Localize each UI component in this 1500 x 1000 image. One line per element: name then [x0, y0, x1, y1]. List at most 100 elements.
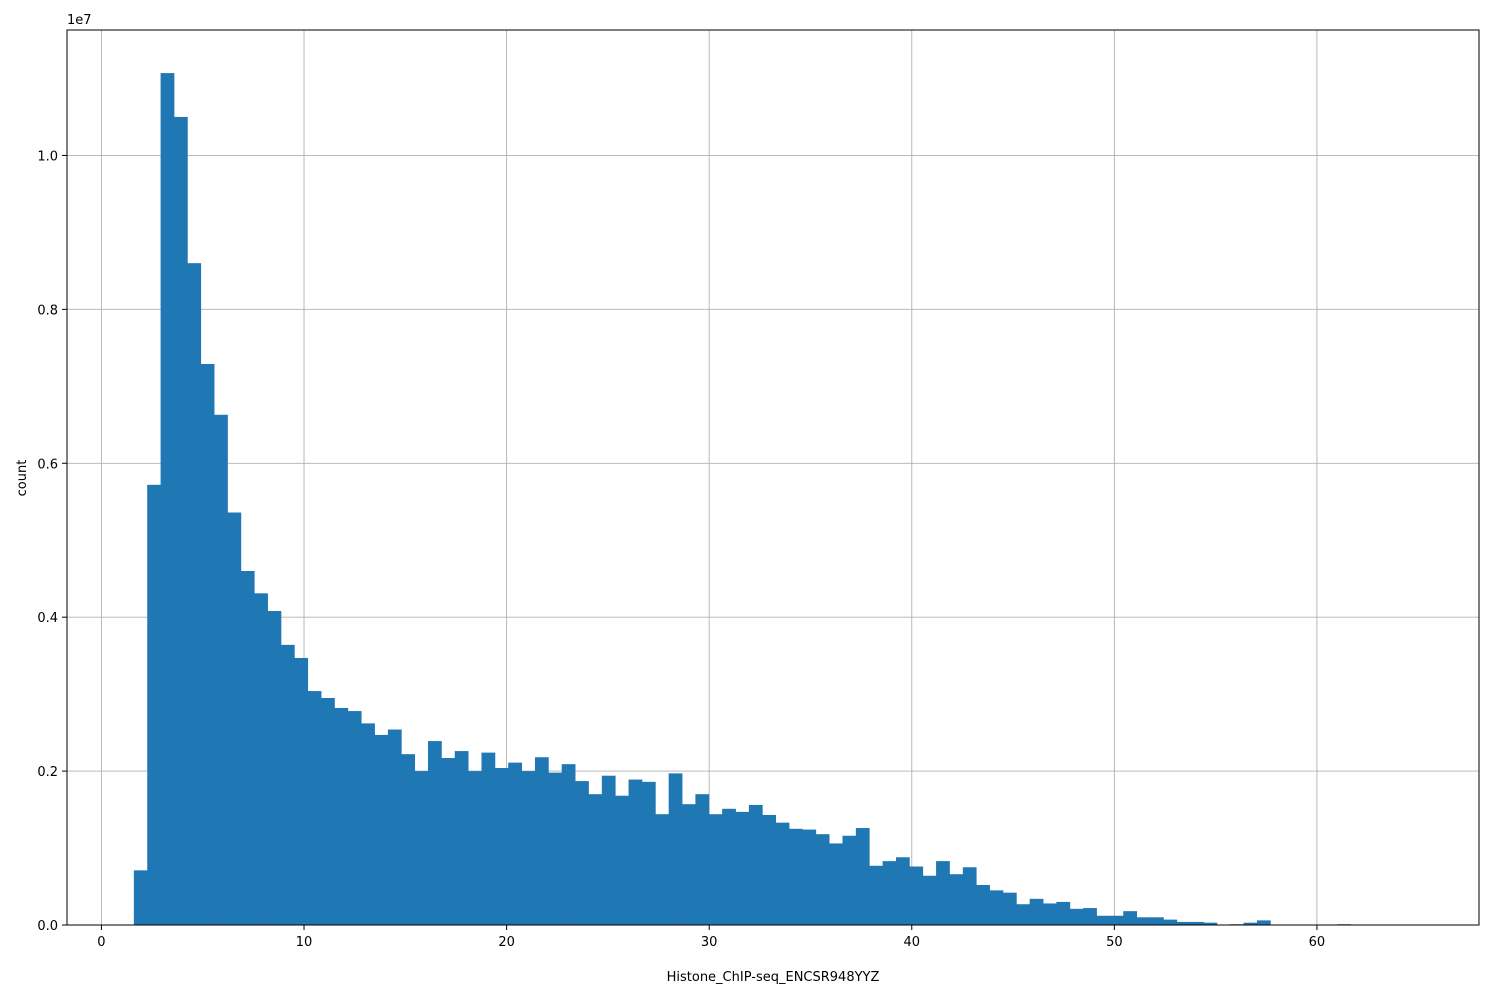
histogram-bar [147, 484, 161, 925]
histogram-bar [922, 875, 937, 925]
histogram-bar [842, 835, 857, 925]
histogram-bar [789, 828, 803, 925]
y-tick-label: 0.4 [37, 611, 58, 626]
axis-ticks: 0102030405060700.00.20.40.60.81.0 [37, 149, 1326, 950]
histogram-bar [869, 865, 883, 925]
histogram-bar [1123, 911, 1138, 925]
histogram-bar [1150, 917, 1164, 925]
y-tick-label: 0.8 [37, 303, 58, 318]
y-tick-label: 0.6 [37, 457, 58, 472]
histogram-bar [1109, 915, 1124, 925]
x-tick-label: 10 [296, 935, 313, 950]
histogram-bar [655, 814, 670, 925]
histogram-bar [521, 771, 536, 925]
histogram-bar [1016, 904, 1031, 925]
histogram-bar [748, 804, 763, 925]
histogram-bar [775, 822, 790, 925]
histogram-bar [815, 834, 830, 925]
histogram-bar [708, 814, 723, 925]
histogram-bar [1083, 908, 1097, 925]
histogram-bar [468, 771, 482, 925]
histogram-bar [735, 811, 750, 925]
histogram-bar [1243, 922, 1258, 925]
histogram-bar [695, 794, 710, 925]
histogram-bar [454, 751, 469, 925]
histogram-bar [347, 711, 362, 925]
histogram-bar [254, 593, 268, 925]
x-tick-label: 60 [1309, 935, 1326, 950]
histogram-bar [374, 734, 389, 925]
histogram-bar [976, 884, 990, 925]
histogram-bar [428, 741, 442, 925]
histogram-bar [588, 794, 603, 925]
x-tick-label: 0 [97, 935, 105, 950]
histogram-bar [548, 772, 563, 925]
histogram-bar [240, 571, 255, 925]
histogram-bar [534, 757, 549, 925]
histogram-bars [133, 73, 1351, 925]
histogram-bar [481, 752, 496, 925]
histogram-bar [1096, 915, 1111, 925]
histogram-bar [173, 116, 188, 925]
histogram-bar [441, 758, 456, 925]
histogram-bar [334, 707, 349, 925]
y-multiplier-label: 1e7 [67, 13, 92, 28]
histogram-bar [1163, 919, 1178, 925]
histogram-bar [280, 644, 295, 925]
histogram-bar [200, 363, 215, 925]
y-tick-label: 0.0 [37, 919, 58, 934]
histogram-bar [1029, 898, 1044, 925]
histogram-bar [909, 866, 924, 925]
x-tick-label: 20 [498, 935, 515, 950]
histogram-bar [1256, 920, 1271, 925]
histogram-bar [628, 779, 643, 925]
histogram-bar [1056, 901, 1071, 925]
histogram-bar [802, 829, 817, 925]
histogram-bar [641, 781, 656, 925]
histogram-bar [855, 828, 870, 925]
histogram-bar [1190, 921, 1204, 925]
plot-frame [66, 29, 1480, 926]
histogram-bar [989, 890, 1004, 925]
histogram-bar [387, 729, 402, 925]
histogram-bar [160, 73, 175, 925]
histogram-bar [762, 814, 777, 925]
x-tick-label: 40 [903, 935, 920, 950]
histogram-bar [307, 691, 322, 925]
histogram-bar [133, 870, 148, 925]
histogram-bar [494, 768, 509, 925]
histogram-bar [1203, 922, 1218, 925]
histogram-bar [214, 414, 228, 925]
histogram-bar [1136, 917, 1151, 925]
histogram-bar [682, 804, 696, 925]
grid [67, 30, 1479, 926]
y-tick-label: 0.2 [37, 765, 58, 780]
histogram-bar [1002, 892, 1017, 925]
histogram-bar [601, 775, 616, 925]
x-tick-label: 30 [701, 935, 718, 950]
histogram-bar [615, 795, 629, 925]
histogram-bar [1069, 908, 1084, 925]
histogram-bar [668, 773, 683, 925]
histogram-bar [895, 857, 910, 925]
x-axis-label: Histone_ChIP-seq_ENCSR948YYZ [667, 970, 880, 985]
histogram-bar [294, 657, 309, 925]
histogram-bar [321, 697, 335, 925]
histogram-bar [575, 781, 589, 925]
histogram-bar [561, 764, 576, 925]
y-tick-label: 1.0 [37, 149, 58, 164]
x-tick-label: 50 [1106, 935, 1123, 950]
histogram-bar [267, 611, 282, 925]
histogram-bar [227, 512, 242, 925]
histogram-bar [1176, 921, 1191, 925]
histogram-bar [401, 754, 416, 925]
histogram-bar [962, 867, 977, 925]
histogram-bar [829, 843, 843, 925]
histogram-bar [361, 723, 375, 925]
histogram-bar [187, 263, 202, 925]
histogram-bar [1043, 903, 1057, 925]
histogram-bar [722, 808, 736, 925]
histogram-bar [949, 874, 964, 925]
histogram-bar [936, 861, 950, 925]
